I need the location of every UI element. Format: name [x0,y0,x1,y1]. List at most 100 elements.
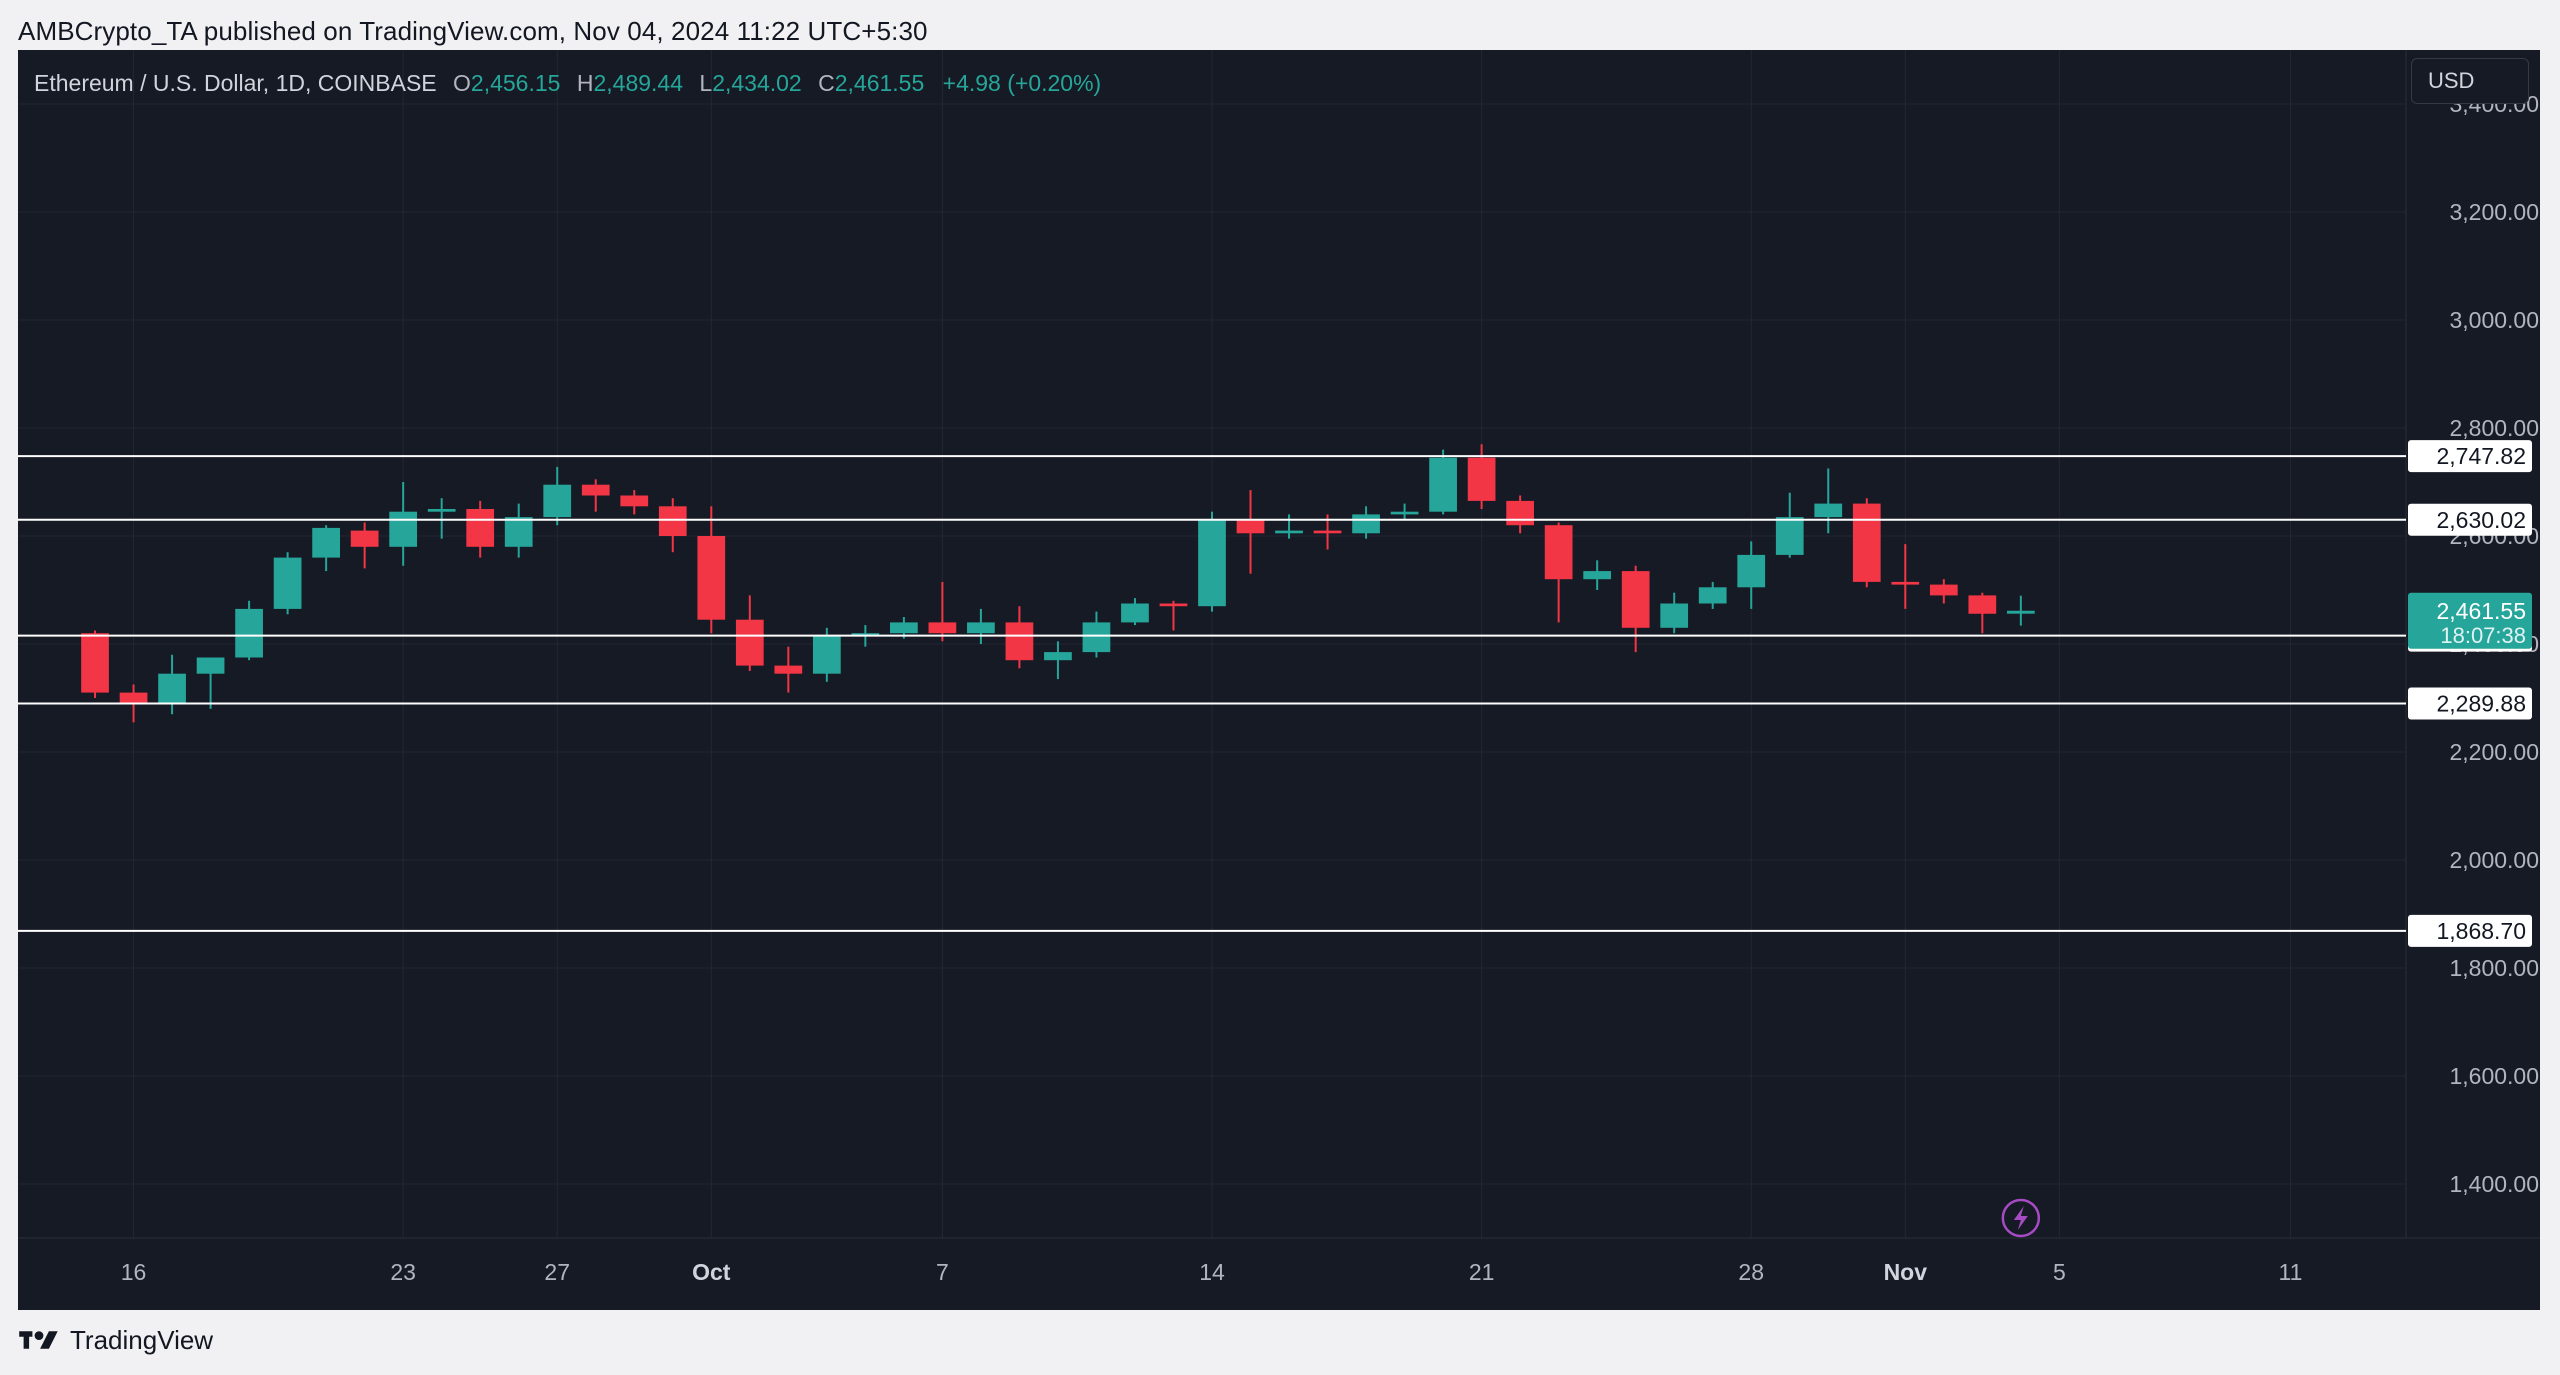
published-caption: AMBCrypto_TA published on TradingView.co… [18,16,928,46]
lightning-icon [2001,1198,2041,1238]
candle-body-down [620,495,649,507]
x-tick-label: 14 [1199,1259,1225,1285]
candle-body-up [967,622,995,634]
candlestick-chart[interactable]: 1,400.00 1,600.00 1,800.00 2,000.00 2,200.00… [18,50,2540,1310]
candle-body-up [1814,503,1843,518]
symbol-name[interactable]: Ethereum / U.S. Dollar, 1D, COINBASE [34,70,437,96]
candle-body-up [1082,622,1111,653]
candle-body-down [81,633,109,693]
candle-body-down [697,536,726,620]
lightning-bolt-icon [2013,1206,2028,1230]
candle-body-down [928,622,957,634]
candle-body-down [1236,519,1265,534]
candle-body-down [1506,500,1534,526]
candle-body-down [1968,595,1997,614]
candle-body-down [466,509,495,547]
candle-body-down [1891,581,1920,585]
y-tick-label: 2,000.00 [2449,847,2539,873]
last-price-label: 2,461.55 [2436,598,2526,624]
candle-body-up [1775,517,1804,555]
x-tick-label: 16 [121,1259,147,1285]
y-tick-label: 3,200.00 [2449,199,2539,225]
level-price-label: 2,630.02 [2436,507,2526,533]
chart-panel[interactable]: 1,400.00 1,600.00 1,800.00 2,000.00 2,200.00… [18,50,2540,1310]
x-tick-label: Oct [692,1259,731,1285]
tradingview-logo-icon [19,1331,58,1349]
candle-body-up [1121,603,1149,623]
candle-body-up [1698,587,1727,604]
x-tick-label: 5 [2053,1259,2066,1285]
level-price-tag [2408,914,2532,947]
high-value: 2,489.44 [593,70,683,96]
candle-body-up [890,622,918,634]
candle-body-down [735,619,764,666]
y-tick-label: 2,200.00 [2449,739,2539,765]
close-value: 2,461.55 [834,70,925,96]
candle-body-up [1583,571,1612,580]
candle-body-down [581,484,610,496]
y-tick-label: 1,600.00 [2449,1063,2539,1089]
x-tick-label: 28 [1738,1259,1764,1285]
candle-body-up [504,517,533,547]
y-tick-label: 1,400.00 [2449,1171,2539,1197]
bar-countdown-label: 18:07:38 [2440,623,2526,648]
candle-body-down [1852,503,1881,582]
x-tick-label: 7 [936,1259,949,1285]
level-price-label: 1,868.70 [2436,918,2526,944]
open-label: O [453,70,471,96]
candle-body-up [1737,554,1766,588]
candle-body-down [1005,622,1034,661]
candle-body-down [1544,525,1573,580]
x-tick-label: 23 [390,1259,416,1285]
candle-body-up [1275,530,1303,534]
candle-body-up [196,657,225,674]
footer-brand[interactable]: TradingView [18,1320,213,1360]
candle-body-down [658,506,687,536]
candle-body-up [158,673,186,704]
x-tick-label: 27 [544,1259,570,1285]
candle-body-down [119,692,148,704]
y-tick-label: 3,000.00 [2449,307,2539,333]
candle-body-up [2006,610,2035,614]
symbol-legend: Ethereum / U.S. Dollar, 1D, COINBASE O2,… [34,70,1101,97]
candle-body-up [1198,519,1226,607]
level-price-label: 2,289.88 [2436,690,2526,716]
y-tick-label: 1,800.00 [2449,955,2539,981]
footer-brand-label: TradingView [70,1324,214,1355]
y-tick-label: 2,800.00 [2449,415,2539,441]
level-price-tag [2408,687,2532,720]
candle-body-up [851,633,880,636]
x-tick-label: Nov [1884,1259,1928,1285]
candle-body-down [1929,584,1958,596]
close-label: C [818,70,835,96]
candle-body-down [774,665,803,674]
open-value: 2,456.15 [470,70,561,96]
candle-body-down [1159,603,1188,607]
candle-body-up [312,527,340,558]
level-price-tag [2408,440,2532,473]
level-price-tag [2408,503,2532,536]
candle-body-up [235,608,263,658]
level-price-label: 2,747.82 [2436,443,2526,469]
candle-body-up [1390,511,1419,515]
candle-body-down [1621,571,1650,628]
candle-body-up [1352,514,1380,534]
candle-body-down [1467,457,1496,501]
candle-body-up [427,509,456,512]
candle-body-up [543,484,572,518]
candle-body-up [1044,652,1072,661]
candle-body-down [1313,530,1342,534]
candle-body-up [1660,603,1689,628]
currency-button[interactable]: USD [2411,58,2529,104]
candle-body-up [812,635,841,674]
candle-body-down [350,530,379,547]
last-price-tag [2408,592,2532,649]
candle-body-up [273,557,302,609]
change-value: +4.98 (+0.20%) [942,70,1102,96]
x-tick-label: 11 [2279,1259,2303,1285]
candle-body-up [1429,457,1457,512]
x-tick-label: 21 [1469,1259,1495,1285]
high-label: H [576,70,594,96]
candle-body-up [389,511,418,547]
low-label: L [699,70,713,96]
